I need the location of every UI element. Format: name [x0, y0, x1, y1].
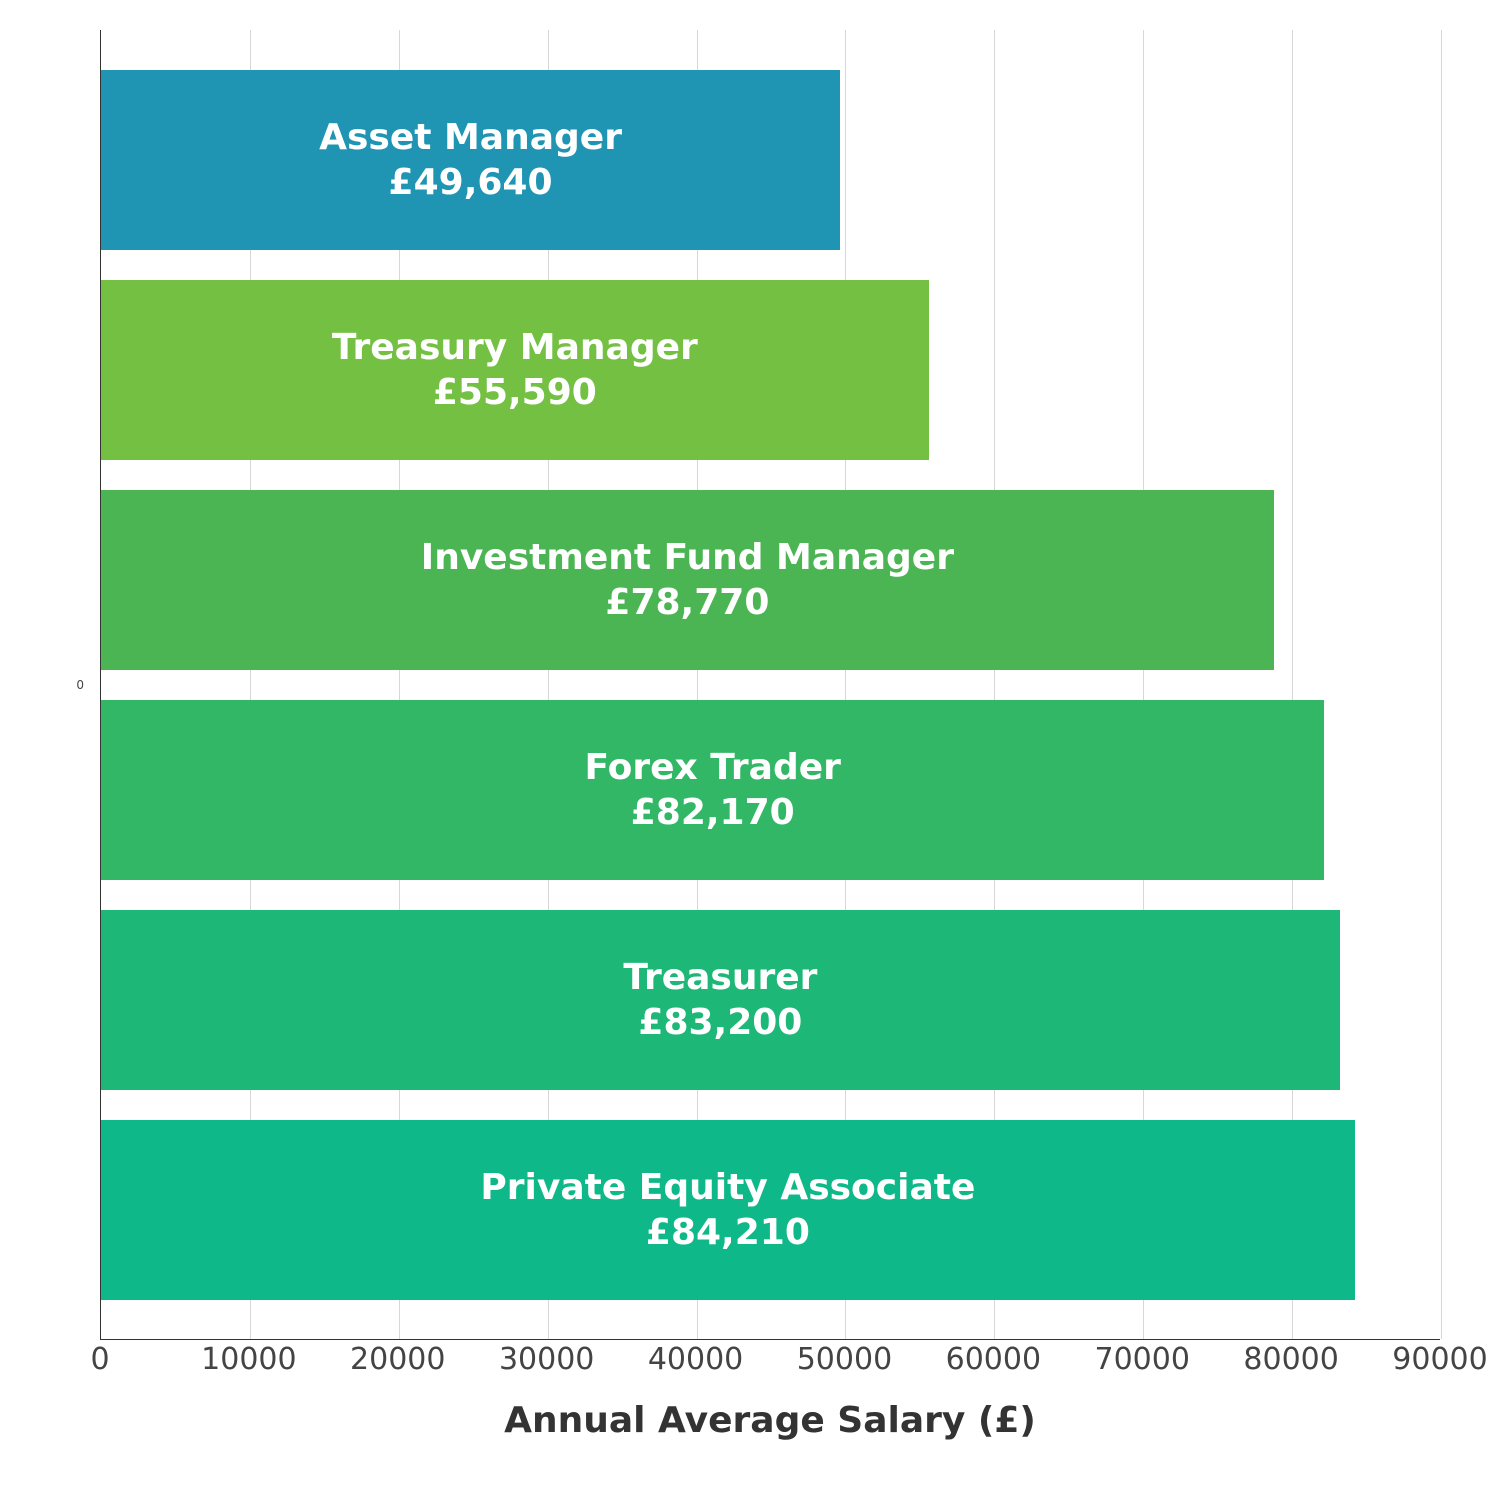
- bar: Investment Fund Manager£78,770: [101, 490, 1274, 670]
- y-tick-label: 0: [64, 678, 84, 692]
- bar-title: Investment Fund Manager: [421, 537, 954, 578]
- bar-value: £83,200: [638, 1002, 802, 1043]
- bar-title: Treasury Manager: [332, 327, 698, 368]
- bar-value: £78,770: [605, 582, 769, 623]
- bar-label: Investment Fund Manager£78,770: [101, 535, 1274, 625]
- salary-bar-chart: Asset Manager£49,640 Treasury Manager£55,…: [70, 30, 1440, 1460]
- bar: Forex Trader£82,170: [101, 700, 1324, 880]
- bar: Private Equity Associate£84,210: [101, 1120, 1355, 1300]
- bar: Asset Manager£49,640: [101, 70, 840, 250]
- x-tick-label: 40000: [636, 1342, 756, 1377]
- x-tick-label: 60000: [933, 1342, 1053, 1377]
- x-tick-label: 10000: [189, 1342, 309, 1377]
- x-axis-label: Annual Average Salary (£): [100, 1400, 1440, 1441]
- x-tick-label: 80000: [1231, 1342, 1351, 1377]
- x-tick-label: 0: [40, 1342, 160, 1377]
- bar-label: Treasurer£83,200: [101, 955, 1340, 1045]
- bar: Treasurer£83,200: [101, 910, 1340, 1090]
- x-tick-label: 90000: [1380, 1342, 1500, 1377]
- x-tick-label: 20000: [338, 1342, 458, 1377]
- bar-label: Asset Manager£49,640: [101, 115, 840, 205]
- bar-title: Private Equity Associate: [480, 1167, 975, 1208]
- bar: Treasury Manager£55,590: [101, 280, 929, 460]
- bar-label: Forex Trader£82,170: [101, 745, 1324, 835]
- x-tick-label: 50000: [784, 1342, 904, 1377]
- x-tick-label: 30000: [487, 1342, 607, 1377]
- bar-value: £84,210: [646, 1212, 810, 1253]
- gridline: [1441, 30, 1442, 1339]
- bar-label: Treasury Manager£55,590: [101, 325, 929, 415]
- bar-title: Forex Trader: [585, 747, 841, 788]
- x-tick-label: 70000: [1082, 1342, 1202, 1377]
- bar-value: £55,590: [433, 372, 597, 413]
- bar-label: Private Equity Associate£84,210: [101, 1165, 1355, 1255]
- bar-title: Treasurer: [623, 957, 817, 998]
- plot-area: Asset Manager£49,640 Treasury Manager£55,…: [100, 30, 1440, 1340]
- bar-value: £49,640: [389, 162, 553, 203]
- bar-value: £82,170: [631, 792, 795, 833]
- bar-title: Asset Manager: [319, 117, 622, 158]
